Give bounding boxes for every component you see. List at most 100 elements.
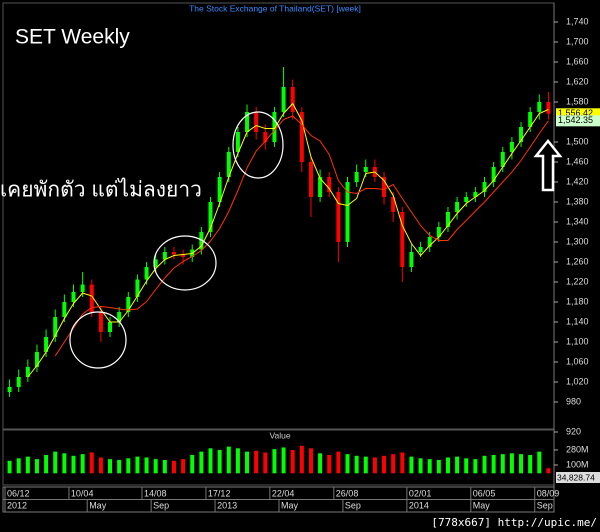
y-tick-label: 1,380 <box>566 196 589 206</box>
candle-body <box>171 252 176 255</box>
x-tick-label: 17/12 <box>208 488 231 498</box>
candle-body <box>71 292 76 302</box>
candle-body <box>144 267 149 280</box>
candle-body <box>117 312 122 322</box>
x-tick-label: 06/05 <box>473 488 496 498</box>
candle-body <box>290 87 295 112</box>
candle-body <box>89 284 94 312</box>
candle-body <box>281 87 286 112</box>
volume-bar <box>217 449 222 474</box>
candle-body <box>299 112 304 162</box>
candle-body <box>199 232 204 250</box>
y-tick-label: 1,180 <box>566 296 589 306</box>
candle-body <box>382 177 387 197</box>
candle-body <box>153 259 158 267</box>
candle-body <box>34 352 39 367</box>
volume-bar <box>171 460 176 474</box>
y-tick-label: 980 <box>566 396 581 406</box>
candle-body <box>509 142 514 152</box>
moving-average <box>27 102 549 378</box>
volume-bar <box>546 468 551 474</box>
up-arrow <box>533 138 563 192</box>
volume-bar <box>391 454 396 474</box>
candle-body <box>455 202 460 212</box>
candle-body <box>345 182 350 242</box>
volume-bar <box>190 454 195 474</box>
y-tick-label: 1,700 <box>566 36 589 46</box>
price-marker <box>556 115 600 127</box>
candle-body <box>445 212 450 227</box>
x-tick-label: 02/01 <box>409 488 432 498</box>
volume-bar <box>98 457 103 474</box>
volume-last-box <box>556 472 600 483</box>
y-tick-label: 1,100 <box>566 336 589 346</box>
x-tick-label-secondary: Sep <box>153 500 169 510</box>
volume-bar <box>144 457 149 474</box>
chart-title: The Stock Exchange of Thailand(SET) [wee… <box>189 3 361 13</box>
candle-body <box>25 367 30 377</box>
volume-tick-label: 280M <box>566 444 589 454</box>
volume-bar <box>199 451 204 474</box>
volume-bar <box>281 447 286 474</box>
volume-bar <box>299 445 304 474</box>
y-tick-label: 1,020 <box>566 376 589 386</box>
volume-title: Value <box>269 430 290 440</box>
y-tick-label: 1,260 <box>566 256 589 266</box>
x-tick-label-secondary: May <box>281 500 299 510</box>
volume-bar <box>500 454 505 474</box>
volume-bar <box>245 451 250 474</box>
volume-bar <box>519 454 524 474</box>
volume-bar <box>409 456 414 474</box>
candle-body <box>473 192 478 197</box>
x-tick-label: 26/08 <box>336 488 359 498</box>
moving-average <box>54 115 549 357</box>
volume-bar <box>62 453 67 474</box>
candle-body <box>519 127 524 142</box>
volume-bar <box>473 459 478 474</box>
volume-bar <box>482 455 487 474</box>
volume-bar <box>71 455 76 474</box>
candle-body <box>108 322 113 332</box>
y-tick-label: 1,420 <box>566 176 589 186</box>
candle-body <box>217 177 222 202</box>
candle-body <box>181 254 186 257</box>
volume-bar <box>53 451 58 474</box>
x-tick-label-secondary: May <box>89 500 107 510</box>
candle-body <box>126 297 131 312</box>
volume-bar <box>464 458 469 474</box>
x-tick-label-secondary: Sep <box>537 500 553 510</box>
volume-bar <box>235 448 240 474</box>
volume-bar <box>436 459 441 474</box>
candle-body <box>354 172 359 182</box>
candle-body <box>53 317 58 337</box>
volume-bar <box>327 454 332 474</box>
highlight-circle <box>153 235 217 291</box>
x-tick-label-secondary: 2012 <box>7 500 27 510</box>
candle-body <box>254 112 259 132</box>
x-tick-label: 08/09 <box>537 488 560 498</box>
candle-body <box>537 102 542 112</box>
x-tick-label-secondary: Sep <box>345 500 361 510</box>
y-tick-label: 1,300 <box>566 236 589 246</box>
volume-bar <box>491 454 496 474</box>
candle-body <box>482 182 487 192</box>
volume-bar <box>290 449 295 474</box>
highlight-circle <box>69 311 127 369</box>
candle-body <box>363 167 368 172</box>
volume-bar <box>108 459 113 474</box>
volume-bar <box>89 452 94 474</box>
candle-body <box>98 312 103 332</box>
y-tick-label: 1,220 <box>566 276 589 286</box>
candle-body <box>16 377 21 387</box>
candle-body <box>436 227 441 237</box>
candle-body <box>44 337 49 352</box>
volume-bar <box>537 451 542 474</box>
volume-bar <box>254 450 259 474</box>
candle-body <box>500 152 505 167</box>
x-tick-label-secondary: 2014 <box>409 500 429 510</box>
candle-body <box>308 162 313 197</box>
volume-bar <box>44 454 49 474</box>
x-tick-label: 10/04 <box>71 488 94 498</box>
volume-bar <box>372 457 377 474</box>
highlight-circle <box>232 111 284 179</box>
